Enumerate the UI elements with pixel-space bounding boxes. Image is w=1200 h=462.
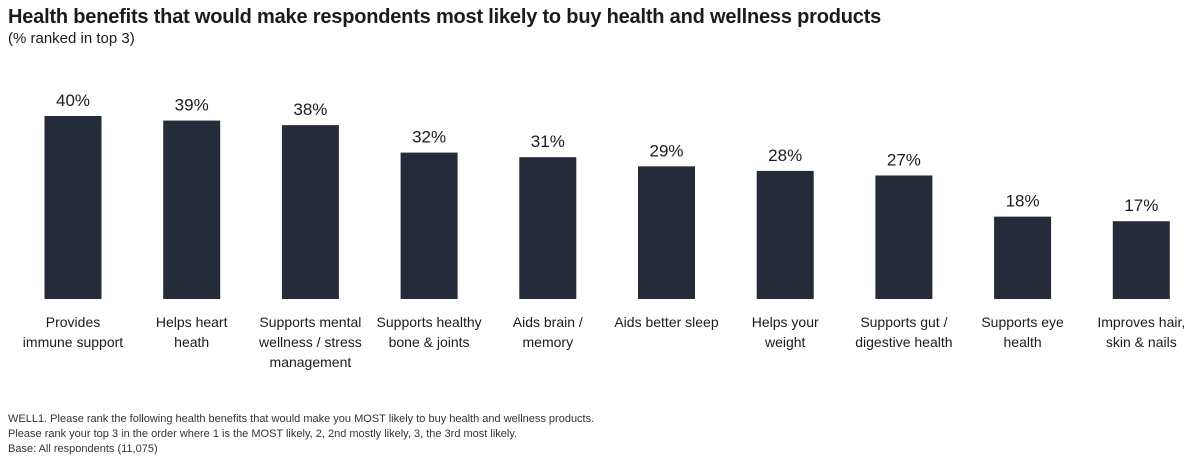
data-label-4: 32% <box>412 128 446 147</box>
footnote-base: Base: All respondents (11,075) <box>8 443 158 455</box>
data-label-8: 27% <box>887 150 921 169</box>
category-label-5: Aids brain / memory <box>513 314 583 350</box>
footnotes: WELL1. Please rank the following health … <box>8 412 594 457</box>
footnote-instructions: Please rank your top 3 in the order wher… <box>8 428 518 440</box>
bar-10 <box>1112 221 1170 299</box>
bar-8 <box>875 175 933 299</box>
bar-1 <box>44 116 102 299</box>
data-label-5: 31% <box>531 132 565 151</box>
data-label-9: 18% <box>1006 192 1040 211</box>
bar-6 <box>638 166 695 299</box>
data-label-1: 40% <box>56 91 90 110</box>
category-label-7: Helps your weight <box>752 314 819 350</box>
category-label-9: Supports eye health <box>981 314 1064 350</box>
bar-2 <box>163 120 221 299</box>
chart-title: Health benefits that would make responde… <box>8 6 882 28</box>
bar-3 <box>281 125 339 300</box>
data-label-7: 28% <box>768 146 802 165</box>
chart-subtitle: (% ranked in top 3) <box>8 30 135 47</box>
bar-4 <box>400 152 458 299</box>
category-label-8: Supports gut / digestive health <box>855 314 952 350</box>
footnote-question: WELL1. Please rank the following health … <box>8 413 595 425</box>
data-label-2: 39% <box>175 96 209 115</box>
category-label-10: Improves hair, skin & nails <box>1097 314 1185 350</box>
category-label-4: Supports healthy bone & joints <box>377 314 482 350</box>
bar-7 <box>756 170 814 299</box>
data-label-6: 29% <box>649 141 683 160</box>
bar-chart: 40% Provides immune support 39% Helps heart h… <box>23 91 1185 370</box>
bar-5 <box>519 157 577 299</box>
data-label-3: 38% <box>293 100 327 119</box>
data-label-10: 17% <box>1124 196 1158 215</box>
category-label-6: Aids better sleep <box>614 314 718 330</box>
category-label-3: Supports mental wellness / stress manageme… <box>258 314 362 370</box>
bar-9 <box>994 216 1052 299</box>
category-label-1: Provides immune support <box>23 314 123 350</box>
category-label-2: Helps heart heath <box>156 314 228 350</box>
